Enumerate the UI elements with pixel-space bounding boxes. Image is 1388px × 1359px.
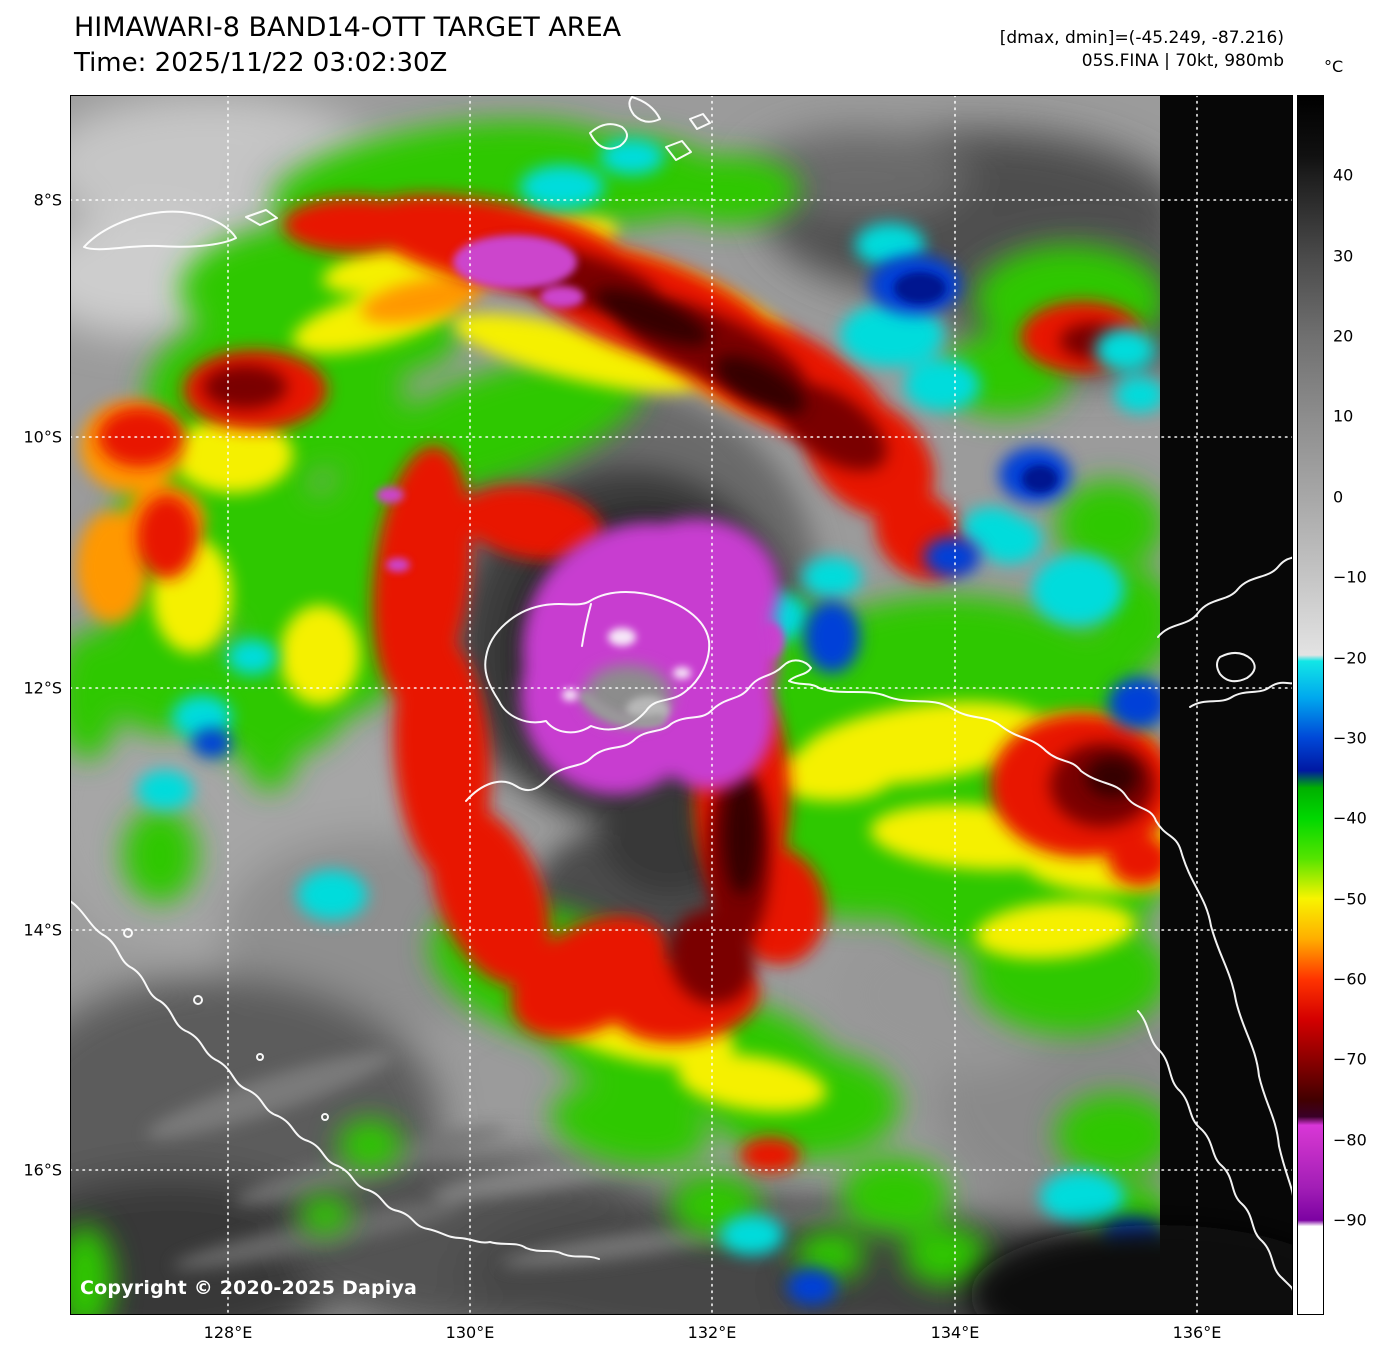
satellite-image: Copyright © 2020-2025 Dapiya: [70, 95, 1293, 1315]
lon-tick-label: 134°E: [930, 1323, 980, 1342]
colorbar-tick-label: −70: [1333, 1049, 1367, 1069]
lon-tick-label: 136°E: [1172, 1323, 1222, 1342]
lon-tick-label: 132°E: [687, 1323, 737, 1342]
colorbar-tick-label: −50: [1333, 889, 1367, 909]
lon-tick-label: 128°E: [203, 1323, 253, 1342]
colorbar-tick-label: −90: [1333, 1210, 1367, 1230]
lat-tick-label: 12°S: [23, 678, 62, 698]
colorbar-tick-label: −80: [1333, 1130, 1367, 1150]
navy-cold-cores: [894, 272, 1058, 493]
cyan-cloud-patches: [137, 139, 1170, 1280]
colorbar-tick-label: −20: [1333, 648, 1367, 668]
colorbar-tick-label: 10: [1333, 406, 1354, 426]
colorbar-unit-label: °C: [1324, 57, 1344, 76]
lat-tick-label: 14°S: [23, 920, 62, 940]
lat-tick-label: 8°S: [33, 190, 62, 210]
colorbar-tick-label: 0: [1333, 487, 1344, 507]
product-time: Time: 2025/11/22 03:02:30Z: [74, 48, 448, 78]
colorbar-tick-label: 30: [1333, 246, 1354, 266]
colorbar: [1297, 95, 1324, 1315]
cyclone-center-swirl: [562, 628, 691, 728]
colorbar-tick-label: −10: [1333, 567, 1367, 587]
latlon-gridlines: [70, 95, 1293, 1315]
colorbar-tick-label: −40: [1333, 808, 1367, 828]
nodata-bottom-right: [970, 1225, 1293, 1315]
lon-tick-label: 130°E: [445, 1323, 495, 1342]
coastline-overlay: [70, 96, 1293, 1292]
storm-annotation: 05S.FINA | 70kt, 980mb: [1081, 51, 1284, 71]
colorbar-tick-label: 20: [1333, 326, 1354, 346]
product-title: HIMAWARI-8 BAND14-OTT TARGET AREA: [74, 12, 622, 43]
colorbar-tick-label: −30: [1333, 728, 1367, 748]
colorbar-tick-label: −60: [1333, 969, 1367, 989]
near-black-cold-cores: [594, 288, 1138, 895]
magenta-cold-spots: [376, 235, 784, 658]
map-frame: [70, 95, 1293, 1315]
lat-tick-label: 10°S: [23, 427, 62, 447]
satellite-image-canvas: [70, 95, 1293, 1315]
copyright-label: Copyright © 2020-2025 Dapiya: [80, 1277, 418, 1299]
colorbar-tick-label: 40: [1333, 165, 1354, 185]
nodata-black-strip: [1160, 95, 1293, 1315]
lat-tick-label: 16°S: [23, 1160, 62, 1180]
dmax-dmin-annotation: [dmax, dmin]=(-45.249, -87.216): [999, 28, 1284, 48]
